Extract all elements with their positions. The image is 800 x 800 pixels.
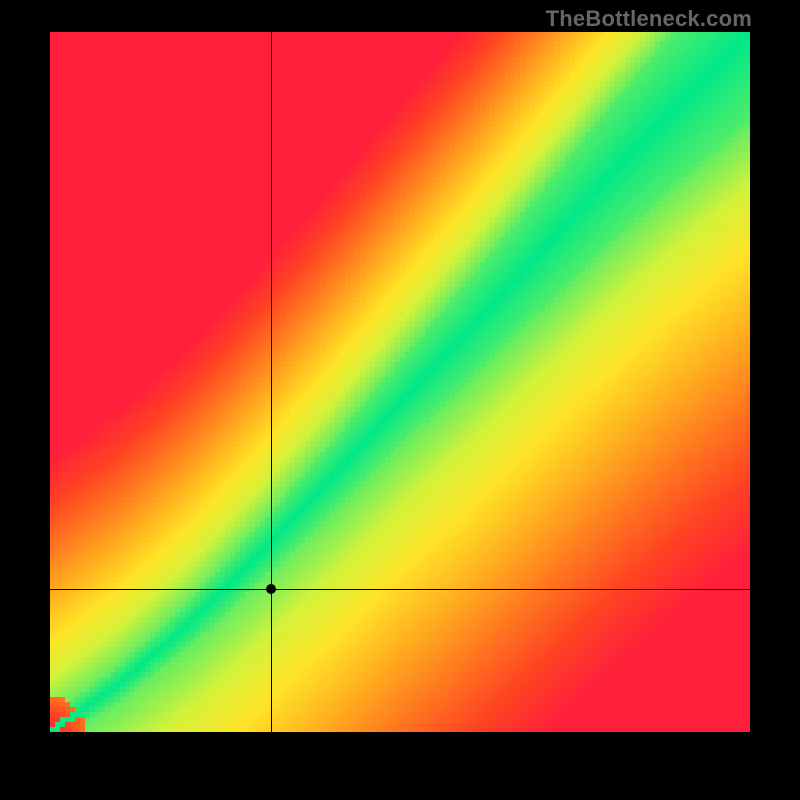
selection-marker <box>266 584 276 594</box>
watermark-text: TheBottleneck.com <box>546 6 752 32</box>
crosshair-horizontal <box>50 589 750 590</box>
bottleneck-heatmap <box>50 32 750 732</box>
heatmap-canvas <box>50 32 750 732</box>
crosshair-vertical <box>271 32 272 732</box>
